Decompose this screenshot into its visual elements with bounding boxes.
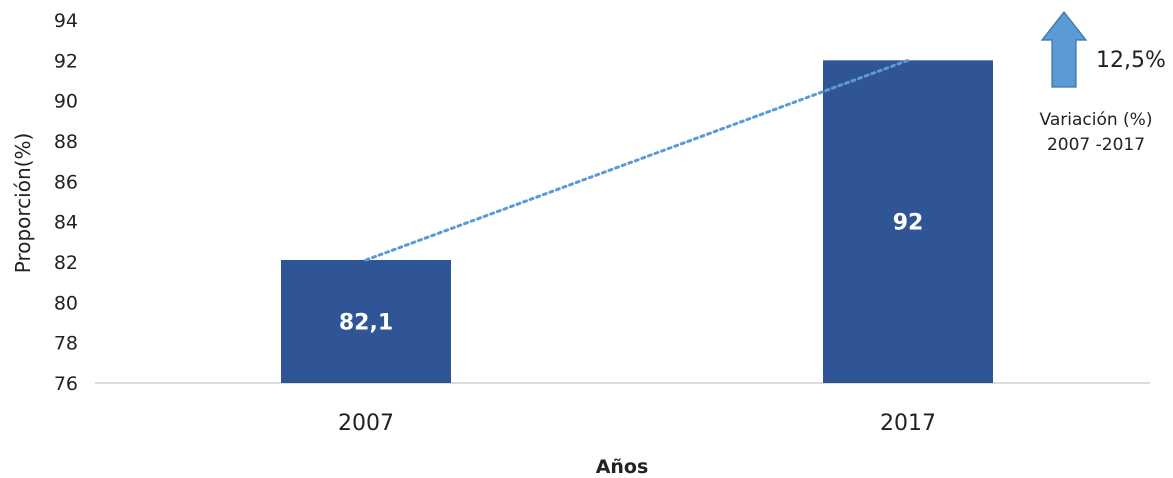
y-axis-title: Proporción(%) (11, 133, 35, 274)
up-arrow-icon (1040, 11, 1088, 88)
y-tick-label-82: 82 (54, 252, 78, 274)
y-tick-label-94: 94 (54, 10, 78, 32)
variation-note-line1: Variación (%) (1040, 110, 1153, 130)
y-tick-label-76: 76 (54, 373, 78, 395)
variation-note-line2: 2007 -2017 (1047, 135, 1145, 155)
y-tick-label-84: 84 (54, 212, 78, 234)
x-axis-tick-labels: 2007 2017 (338, 411, 936, 436)
y-tick-label-90: 90 (54, 91, 78, 113)
bar-value-label-2007: 82,1 (339, 310, 393, 335)
y-tick-label-88: 88 (54, 131, 78, 153)
x-tick-label-2007: 2007 (338, 411, 394, 436)
y-tick-label-78: 78 (54, 333, 78, 355)
y-tick-label-80: 80 (54, 292, 78, 314)
y-tick-label-86: 86 (54, 171, 78, 193)
bar-value-labels: 82,1 92 (339, 211, 923, 336)
bar-value-label-2017: 92 (893, 211, 924, 236)
variation-percent: 12,5% (1096, 48, 1166, 73)
bar-2017 (823, 60, 993, 383)
x-tick-label-2017: 2017 (880, 411, 936, 436)
y-axis-ticks: 76 78 80 82 84 86 88 90 92 94 (54, 10, 78, 395)
trend-line (364, 58, 910, 262)
variation-annotation: 12,5% Variación (%) 2007 -2017 (1040, 11, 1166, 155)
bars (281, 60, 993, 383)
bar-2007 (281, 259, 451, 383)
y-tick-label-92: 92 (54, 50, 78, 72)
x-axis-title: Años (596, 456, 649, 478)
